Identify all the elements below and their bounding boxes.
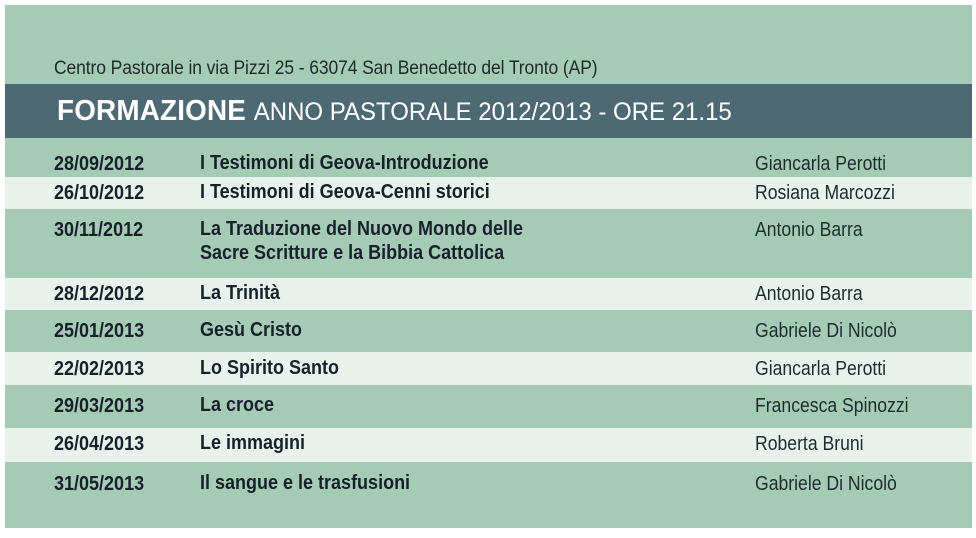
row-title-line: La Traduzione del Nuovo Mondo delle <box>200 218 524 240</box>
row-title: I Testimoni di Geova-Cenni storici <box>200 180 490 204</box>
row-title-line: La Trinità <box>200 282 281 304</box>
table-row: 28/12/2012 La Trinità Antonio Barra <box>5 278 972 310</box>
table-row: 22/02/2013 Lo Spirito Santo Giancarla Pero… <box>5 352 972 385</box>
row-speaker: Giancarla Perotti <box>755 153 887 175</box>
row-title-line: La croce <box>200 394 275 416</box>
title-banner: FORMAZIONE ANNO PASTORALE 2012/2013 - ORE… <box>5 84 972 138</box>
row-title: La croce <box>200 393 274 417</box>
row-speaker: Francesca Spinozzi <box>755 395 909 417</box>
table-row: 31/05/2013 Il sangue e le trasfusioni Gabr… <box>5 462 972 506</box>
row-date: 26/04/2013 <box>54 433 145 455</box>
row-title: Lo Spirito Santo <box>200 356 339 380</box>
row-title: La Trinità <box>200 281 280 305</box>
row-title: Le immagini <box>200 431 305 455</box>
table-row: 28/09/2012 I Testimoni di Geova-Introduzi… <box>5 138 972 177</box>
row-title: I Testimoni di Geova-Introduzione <box>200 151 489 175</box>
row-date: 30/11/2012 <box>54 219 144 241</box>
row-speaker: Gabriele Di Nicolò <box>755 473 897 495</box>
address-line: Centro Pastorale in via Pizzi 25 - 63074… <box>54 58 598 79</box>
row-speaker: Antonio Barra <box>755 219 863 241</box>
row-speaker: Roberta Bruni <box>755 433 864 455</box>
row-speaker: Gabriele Di Nicolò <box>755 320 897 342</box>
table-row: 26/10/2012 I Testimoni di Geova-Cenni sto… <box>5 177 972 209</box>
row-title: Gesù Cristo <box>200 318 302 342</box>
table-row: 29/03/2013 La croce Francesca Spinozzi <box>5 385 972 428</box>
row-title: Il sangue e le trasfusioni <box>200 471 410 495</box>
table-row: 25/01/2013 Gesù Cristo Gabriele Di Nicolò <box>5 310 972 352</box>
title-subtitle: ANNO PASTORALE 2012/2013 - ORE 21.15 <box>253 98 732 126</box>
row-speaker: Rosiana Marcozzi <box>755 182 895 204</box>
row-title: La Traduzione del Nuovo Mondo delle Sacre… <box>200 217 523 265</box>
table-row: 26/04/2013 Le immagini Roberta Bruni <box>5 428 972 462</box>
row-date: 28/12/2012 <box>54 283 145 305</box>
row-title-line: Il sangue e le trasfusioni <box>200 472 411 494</box>
schedule-card: Centro Pastorale in via Pizzi 25 - 63074… <box>5 5 972 528</box>
row-date: 26/10/2012 <box>54 182 145 204</box>
row-title-line: I Testimoni di Geova-Introduzione <box>200 152 489 174</box>
row-date: 31/05/2013 <box>54 473 145 495</box>
row-title-line: Le immagini <box>200 432 306 454</box>
row-title-line: Gesù Cristo <box>200 319 303 341</box>
row-title-line: I Testimoni di Geova-Cenni storici <box>200 181 490 203</box>
row-date: 29/03/2013 <box>54 395 145 417</box>
row-speaker: Giancarla Perotti <box>755 358 887 380</box>
row-date: 28/09/2012 <box>54 153 145 175</box>
row-title-line: Sacre Scritture e la Bibbia Cattolica <box>200 242 505 264</box>
row-speaker: Antonio Barra <box>755 283 863 305</box>
schedule-table: 28/09/2012 I Testimoni di Geova-Introduzi… <box>5 138 972 506</box>
row-title-line: Lo Spirito Santo <box>200 357 339 379</box>
row-date: 25/01/2013 <box>54 320 145 342</box>
row-date: 22/02/2013 <box>54 358 145 380</box>
table-row: 30/11/2012 La Traduzione del Nuovo Mondo … <box>5 209 972 278</box>
title-bold: FORMAZIONE <box>57 95 247 127</box>
